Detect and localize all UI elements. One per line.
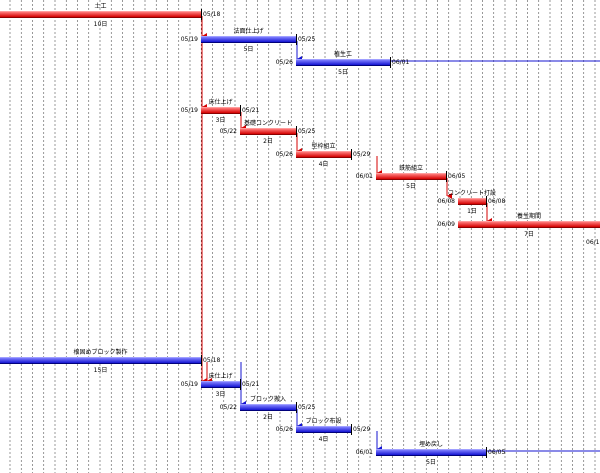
task-duration: 5日 (406, 183, 416, 190)
bar-end-tick (240, 105, 241, 116)
task-duration: 5日 (243, 46, 254, 53)
task-name: 床仕上げ (208, 373, 233, 380)
task-end-date: 05/29 (353, 426, 371, 433)
task-name: 床仕上げ (208, 99, 233, 106)
task-duration: 5日 (338, 69, 348, 76)
task-bar[interactable] (376, 173, 446, 180)
bar-end-tick (486, 447, 487, 458)
task-name: ブロック布設 (305, 418, 342, 425)
task-end-date: 06/05 (488, 449, 506, 456)
task-start-date: 06/08 (437, 198, 455, 205)
task-name: 法面仕上げ (233, 28, 264, 35)
task-end-date: 05/25 (298, 36, 316, 43)
task-start-date: 05/22 (219, 128, 237, 135)
task-duration: 4日 (318, 161, 329, 168)
task-end-date: 05/18 (203, 357, 221, 364)
task-bar[interactable] (296, 426, 351, 433)
task-end-date: 06/08 (488, 198, 506, 205)
task-start-date: 06/01 (355, 173, 373, 180)
task-start-date: 05/19 (180, 36, 198, 43)
task-duration: 2日 (263, 414, 273, 421)
task-start-date: 05/26 (275, 426, 293, 433)
bar-end-tick (351, 424, 352, 435)
task-duration: 15日 (93, 367, 108, 374)
task-start-date: 05/22 (219, 404, 237, 411)
task-name: コンクリート打設 (447, 190, 497, 197)
task-name: 鉄筋組立 (398, 165, 424, 172)
task-bar[interactable] (296, 151, 351, 158)
task-bar[interactable] (201, 107, 240, 114)
task-bar[interactable] (0, 11, 201, 18)
task-end-date: 05/21 (242, 381, 260, 388)
task-name: 埋め戻し (418, 441, 444, 448)
bar-end-tick (486, 196, 487, 207)
task-duration: 3日 (215, 391, 226, 398)
task-start-date: 05/19 (180, 381, 198, 388)
task-bar[interactable] (201, 381, 240, 388)
task-duration: 2日 (263, 138, 273, 145)
task-name: ブロック搬入 (249, 396, 287, 403)
task-duration: 3日 (215, 117, 226, 124)
task-name: 養生期間 (516, 213, 542, 220)
bar-end-tick (201, 9, 202, 20)
task-start-date: 06/09 (437, 221, 455, 228)
task-bar[interactable] (458, 198, 486, 205)
bar-end-tick (296, 402, 297, 413)
bar-end-tick (351, 149, 352, 160)
task-bar[interactable] (296, 59, 390, 66)
task-bar[interactable] (240, 128, 296, 135)
task-end-date: 05/25 (298, 128, 316, 135)
task-start-date: 05/26 (275, 151, 293, 158)
task-start-date: 05/26 (275, 59, 293, 66)
task-duration: 5日 (426, 459, 436, 466)
bar-end-tick (240, 379, 241, 390)
bar-end-tick (390, 57, 391, 68)
task-duration: 10日 (93, 21, 108, 28)
task-end-date: 06/05 (448, 173, 466, 180)
task-end-date: 05/18 (203, 11, 221, 18)
task-bar[interactable] (240, 404, 296, 411)
bar-end-tick (446, 171, 447, 182)
bar-end-tick (296, 126, 297, 137)
task-bar[interactable] (376, 449, 486, 456)
task-bar[interactable] (201, 36, 296, 43)
task-duration: 1日 (467, 208, 477, 215)
task-end-date: 05/29 (353, 151, 371, 158)
task-end-date: 06/01 (392, 59, 410, 66)
task-duration: 4日 (318, 436, 329, 443)
task-name: 根固めブロック製作 (73, 349, 128, 356)
task-name: 型枠組立 (311, 143, 336, 150)
task-end-date: 05/21 (242, 107, 260, 114)
task-end-date: 06/1 (586, 239, 600, 246)
task-bar[interactable] (458, 221, 600, 228)
task-start-date: 05/19 (180, 107, 198, 114)
task-name: 基礎コンクリート (243, 120, 293, 127)
task-bar[interactable] (0, 357, 201, 364)
bar-end-tick (296, 34, 297, 45)
task-start-date: 06/01 (355, 449, 373, 456)
bar-end-tick (201, 355, 202, 366)
task-name: 土工 (94, 3, 107, 10)
task-duration: 7日 (524, 231, 534, 238)
task-end-date: 05/25 (298, 404, 316, 411)
task-name: 植生工 (333, 51, 353, 58)
